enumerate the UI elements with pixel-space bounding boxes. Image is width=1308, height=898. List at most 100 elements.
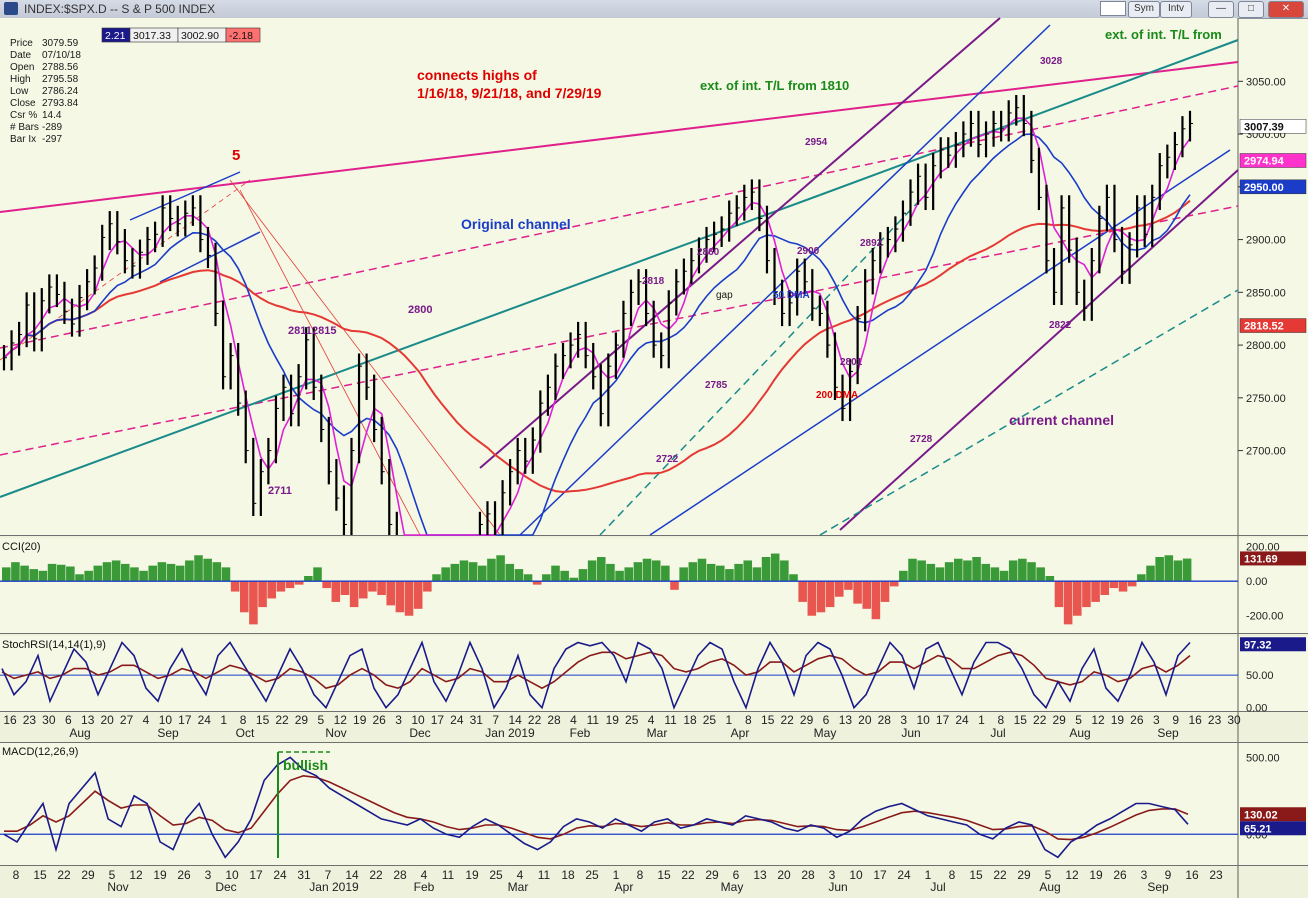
bottom-axis-day: 15 bbox=[657, 868, 671, 882]
app-icon bbox=[4, 2, 18, 15]
cci-bar bbox=[633, 562, 643, 582]
cci-bar bbox=[1073, 581, 1082, 616]
close-icon[interactable]: ✕ bbox=[1268, 1, 1304, 18]
chart-annotation: 2822 bbox=[1049, 320, 1072, 331]
bottom-axis-day: 19 bbox=[1089, 868, 1103, 882]
chart-annotation: 2900 bbox=[797, 246, 820, 257]
top-axis-day: 12 bbox=[334, 713, 348, 727]
macd-line bbox=[3, 756, 1189, 859]
cci-bar bbox=[770, 553, 780, 582]
cci-bar bbox=[240, 581, 249, 613]
cci-bar bbox=[999, 570, 1009, 582]
top-axis-day: 13 bbox=[839, 713, 853, 727]
top-axis-day: 3 bbox=[395, 713, 402, 727]
chart-annotation: 2711 bbox=[268, 485, 292, 497]
cci-bar bbox=[606, 563, 615, 582]
maximize-icon[interactable]: □ bbox=[1238, 1, 1264, 18]
cci-bar bbox=[954, 558, 963, 582]
cci-bar bbox=[111, 560, 121, 582]
bottom-axis-day: 15 bbox=[33, 868, 47, 882]
chart-annotation: gap bbox=[716, 290, 733, 301]
cci-bar bbox=[889, 581, 899, 587]
cci-bar bbox=[844, 581, 853, 590]
top-axis-day: 4 bbox=[143, 713, 150, 727]
cci-bar bbox=[569, 577, 579, 582]
cci-bar bbox=[84, 570, 93, 582]
top-axis-day: 19 bbox=[353, 713, 367, 727]
sym-button[interactable]: Sym bbox=[1128, 1, 1160, 18]
cci-bar bbox=[1008, 560, 1018, 582]
bottom-axis-day: 3 bbox=[1141, 868, 1148, 882]
bottom-axis-day: 3 bbox=[829, 868, 836, 882]
macd-tick-label: 500.00 bbox=[1246, 752, 1280, 764]
cci-panel bbox=[0, 538, 1238, 633]
top-axis-month: Aug bbox=[1069, 726, 1090, 740]
chart-annotation: 2815 bbox=[312, 325, 336, 337]
cci-bar bbox=[459, 560, 469, 582]
cci-bar bbox=[642, 558, 652, 582]
cci-last-value: 131.69 bbox=[1244, 553, 1278, 565]
cci-bar bbox=[917, 560, 926, 582]
cci-bar bbox=[175, 565, 185, 582]
bottom-axis-month: Sep bbox=[1147, 880, 1169, 894]
top-axis-day: 10 bbox=[916, 713, 930, 727]
cci-bar bbox=[743, 560, 753, 582]
cci-bar bbox=[706, 563, 716, 582]
stochrsi-tick-label: 0.00 bbox=[1246, 703, 1267, 715]
cci-bar bbox=[1137, 574, 1146, 582]
cci-bar bbox=[1054, 581, 1064, 608]
top-axis-day: 17 bbox=[178, 713, 192, 727]
price-label: 2974.94 bbox=[1244, 156, 1285, 168]
top-axis-day: 4 bbox=[570, 713, 577, 727]
cci-bar bbox=[130, 567, 139, 582]
cci-bar bbox=[1155, 557, 1164, 582]
info-label: # Bars bbox=[10, 122, 39, 133]
cci-bar bbox=[532, 581, 542, 585]
top-axis-day: 31 bbox=[470, 713, 484, 727]
top-axis-day: 15 bbox=[256, 713, 270, 727]
minimize-button[interactable]: — bbox=[1208, 1, 1234, 18]
cci-bar bbox=[157, 562, 167, 582]
price-label-box bbox=[1239, 318, 1307, 333]
trend-line bbox=[159, 231, 261, 283]
bottom-axis-day: 6 bbox=[733, 868, 740, 882]
bottom-axis-month: Feb bbox=[414, 880, 435, 894]
top-axis-month: Apr bbox=[731, 726, 750, 740]
info-label: Csr % bbox=[10, 110, 37, 121]
symbol-input[interactable] bbox=[1100, 1, 1126, 16]
top-axis-day: 5 bbox=[318, 713, 325, 727]
cci-bar bbox=[1182, 558, 1192, 582]
top-axis-day: 16 bbox=[1188, 713, 1202, 727]
info-value: 14.4 bbox=[42, 110, 62, 121]
cci-bar bbox=[651, 560, 661, 582]
top-axis-day: 26 bbox=[1130, 713, 1144, 727]
cci-bar bbox=[578, 569, 588, 582]
top-axis-day: 23 bbox=[1208, 713, 1222, 727]
top-axis-day: 29 bbox=[800, 713, 814, 727]
stochrsi-fast-line bbox=[1, 640, 1191, 710]
chart-annotation: 3028 bbox=[1040, 56, 1063, 67]
price-tick-label: 2900.00 bbox=[1246, 235, 1286, 247]
cci-bar bbox=[56, 564, 66, 582]
bottom-axis-day: 5 bbox=[1045, 868, 1052, 882]
cci-bar bbox=[1027, 562, 1036, 582]
cci-bar bbox=[789, 574, 798, 582]
top-axis-day: 16 bbox=[3, 713, 17, 727]
intv-button[interactable]: Intv bbox=[1160, 1, 1192, 18]
cci-bar bbox=[368, 581, 377, 592]
top-axis-day: 28 bbox=[878, 713, 892, 727]
top-axis-day: 1 bbox=[726, 713, 733, 727]
top-axis-day: 24 bbox=[450, 713, 464, 727]
top-axis-day: 30 bbox=[1227, 713, 1241, 727]
top-axis-day: 9 bbox=[1172, 713, 1179, 727]
chart-annotation: 2722 bbox=[656, 454, 679, 465]
macd-label: MACD(12,26,9) bbox=[2, 746, 78, 758]
price-tick-label: 3050.00 bbox=[1246, 76, 1286, 88]
info-label: Open bbox=[10, 62, 34, 73]
bottom-axis-month: Dec bbox=[215, 880, 236, 894]
top-axis-month: Mar bbox=[647, 726, 668, 740]
cci-bar bbox=[871, 581, 881, 620]
price-label: 2950.00 bbox=[1244, 182, 1284, 194]
bottom-axis-day: 22 bbox=[57, 868, 71, 882]
